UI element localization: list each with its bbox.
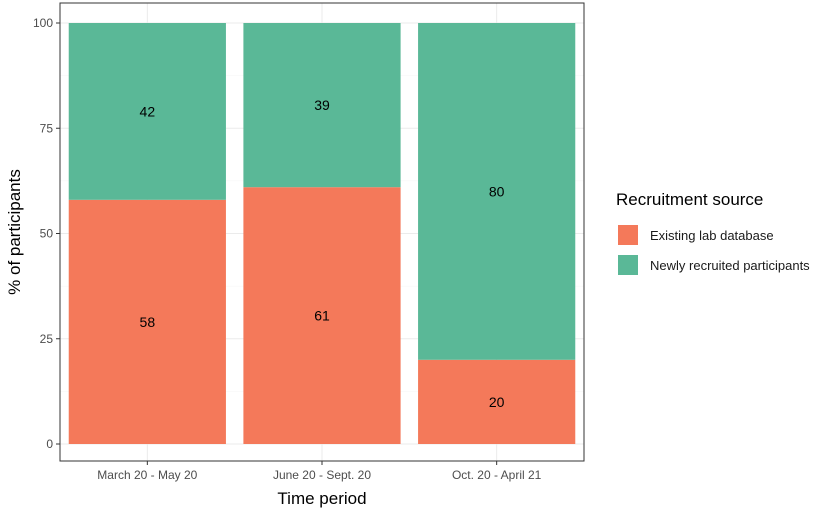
legend-title: Recruitment source (616, 190, 764, 209)
legend-item-existing: Existing lab database (616, 220, 810, 250)
x-axis-title: Time period (277, 489, 366, 508)
y-tick-label: 100 (33, 16, 53, 30)
legend-label-new: Newly recruited participants (650, 257, 810, 273)
y-tick-label: 25 (40, 332, 54, 346)
legend: Recruitment source Existing lab database… (616, 190, 810, 280)
x-tick-label: March 20 - May 20 (97, 468, 197, 482)
axes: 0 25 50 75 100 March 20 - May 20 June 20 - Sep… (33, 16, 542, 482)
bar-existing-0 (68, 199, 226, 444)
bar-new-0 (68, 23, 226, 200)
bars: 58 42 61 39 20 80 (68, 23, 576, 444)
bar-new-1 (243, 23, 401, 188)
data-label: 61 (314, 308, 330, 324)
legend-swatch-existing (618, 225, 638, 245)
data-label: 42 (140, 103, 156, 119)
x-tick-label: June 20 - Sept. 20 (273, 468, 371, 482)
data-label: 80 (489, 183, 505, 199)
data-label: 58 (140, 314, 156, 330)
legend-label-existing: Existing lab database (650, 227, 774, 243)
y-tick-label: 50 (40, 227, 54, 241)
bar-existing-1 (243, 187, 401, 444)
bar-existing-2 (418, 359, 576, 444)
data-label: 39 (314, 97, 330, 113)
bar-new-2 (418, 23, 576, 360)
legend-item-new: Newly recruited participants (616, 250, 810, 280)
y-tick-label: 0 (46, 437, 53, 451)
y-tick-label: 75 (40, 121, 54, 135)
y-axis-title: % of participants (5, 169, 24, 295)
x-tick-label: Oct. 20 - April 21 (452, 468, 542, 482)
data-label: 20 (489, 394, 505, 410)
legend-swatch-new (618, 255, 638, 275)
